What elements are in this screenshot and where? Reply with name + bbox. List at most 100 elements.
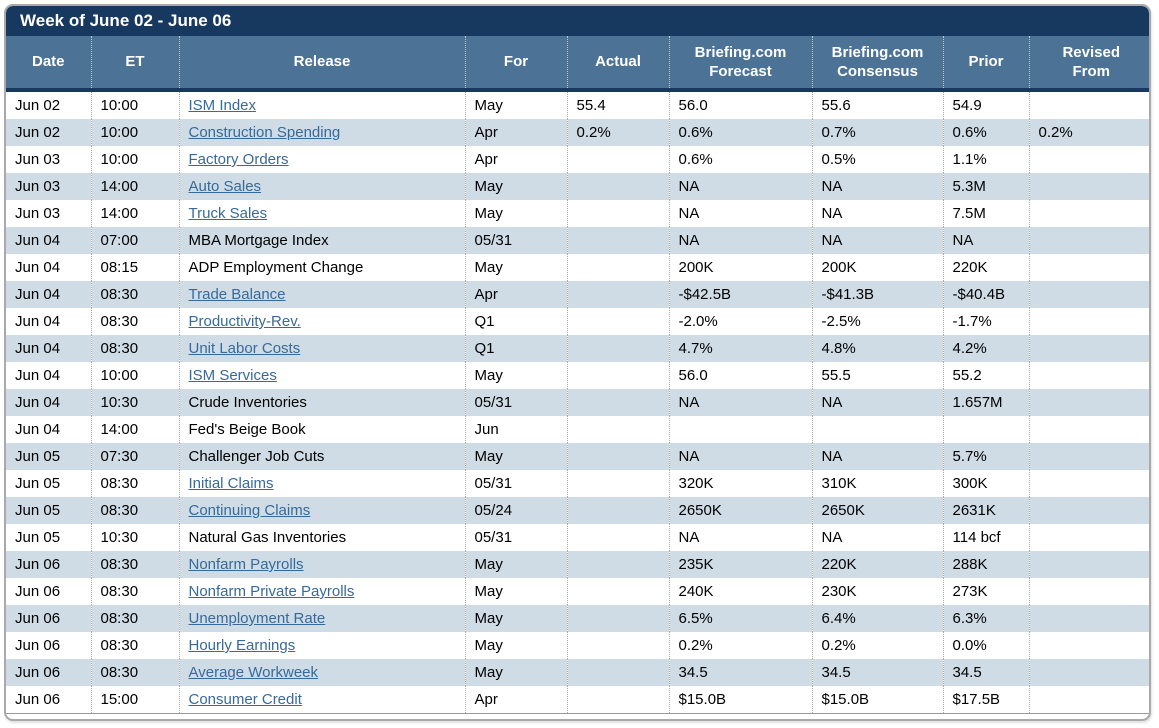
release-link[interactable]: Continuing Claims xyxy=(188,502,311,519)
cell-prior: 220K xyxy=(942,254,1029,281)
cell-revised-from xyxy=(1028,470,1149,497)
cell-revised-from: 0.2% xyxy=(1028,119,1149,146)
release-link[interactable]: ISM Index xyxy=(188,97,257,114)
cell-release: ADP Employment Change xyxy=(178,254,465,281)
cell-for: May xyxy=(464,90,567,119)
cell-prior: NA xyxy=(942,227,1029,254)
release-link[interactable]: Hourly Earnings xyxy=(188,637,296,654)
table-row: Jun 05 07:30 Challenger Job Cuts May NA NA 5.7… xyxy=(6,443,1149,470)
cell-release: Consumer Credit xyxy=(178,686,465,714)
cell-date: Jun 06 xyxy=(15,556,61,573)
release-link[interactable]: Unit Labor Costs xyxy=(188,340,301,357)
cell-date: Jun 05 xyxy=(15,529,61,546)
column-header-briefing-com-forecast: Briefing.com Forecast xyxy=(668,36,812,92)
cell-actual xyxy=(566,551,669,578)
cell-briefing-forecast: 320K xyxy=(668,470,812,497)
cell-prior: 300K xyxy=(942,470,1029,497)
release-link[interactable]: Construction Spending xyxy=(188,124,341,141)
cell-briefing-consensus: $15.0B xyxy=(811,686,943,714)
cell-et: 10:00 xyxy=(90,146,179,173)
column-header-for: For xyxy=(464,36,567,92)
cell-actual xyxy=(566,497,669,524)
cell-revised-from xyxy=(1028,497,1149,524)
cell-briefing-consensus: -$41.3B xyxy=(811,281,943,308)
cell-actual xyxy=(566,335,669,362)
cell-briefing-forecast: -$42.5B xyxy=(668,281,812,308)
cell-date: Jun 05 xyxy=(15,502,61,519)
cell-for: 05/31 xyxy=(464,227,567,254)
cell-et: 10:00 xyxy=(90,90,179,119)
cell-briefing-forecast: NA xyxy=(668,173,812,200)
release-link[interactable]: ISM Services xyxy=(188,367,277,384)
cell-revised-from xyxy=(1028,335,1149,362)
table-row: Jun 05 08:30 Initial Claims 05/31 320K 310K 30… xyxy=(6,470,1149,497)
table-row: Jun 06 08:30 Hourly Earnings May 0.2% 0.2% 0.0… xyxy=(6,632,1149,659)
release-link[interactable]: Auto Sales xyxy=(188,178,262,195)
cell-prior: 288K xyxy=(942,551,1029,578)
cell-briefing-forecast: 235K xyxy=(668,551,812,578)
cell-release: Productivity-Rev. xyxy=(178,308,465,335)
cell-actual xyxy=(566,443,669,470)
column-header-actual: Actual xyxy=(566,36,669,92)
release-link[interactable]: Consumer Credit xyxy=(188,691,302,708)
release-link[interactable]: Unemployment Rate xyxy=(188,610,326,627)
cell-prior: 0.6% xyxy=(942,119,1029,146)
cell-actual xyxy=(566,281,669,308)
cell-release: Natural Gas Inventories xyxy=(178,524,465,551)
cell-actual xyxy=(566,524,669,551)
cell-release: Factory Orders xyxy=(178,146,465,173)
cell-briefing-consensus xyxy=(811,416,943,443)
cell-briefing-forecast: -2.0% xyxy=(668,308,812,335)
cell-for: Q1 xyxy=(464,335,567,362)
cell-prior: 2631K xyxy=(942,497,1029,524)
table-row: Jun 05 10:30 Natural Gas Inventories 05/31 N… xyxy=(6,524,1149,551)
cell-date: Jun 04 xyxy=(15,340,61,357)
cell-revised-from xyxy=(1028,173,1149,200)
cell-briefing-forecast xyxy=(668,416,812,443)
cell-date: Jun 03 xyxy=(15,178,61,195)
cell-revised-from xyxy=(1028,443,1149,470)
cell-prior: 1.657M xyxy=(942,389,1029,416)
cell-release: Unemployment Rate xyxy=(178,605,465,632)
cell-briefing-forecast: 2650K xyxy=(668,497,812,524)
cell-briefing-consensus: NA xyxy=(811,443,943,470)
release-link[interactable]: Average Workweek xyxy=(188,664,319,681)
cell-actual xyxy=(566,308,669,335)
cell-et: 14:00 xyxy=(90,173,179,200)
calendar-rows: Jun 02 10:00 ISM Index May 55.4 56.0 55.6 54.9 J… xyxy=(6,90,1149,714)
cell-briefing-consensus: 0.5% xyxy=(811,146,943,173)
cell-actual xyxy=(566,173,669,200)
release-link[interactable]: Factory Orders xyxy=(188,151,289,168)
release-link[interactable]: Initial Claims xyxy=(188,475,274,492)
cell-et: 08:30 xyxy=(90,308,179,335)
cell-prior: 5.7% xyxy=(942,443,1029,470)
header-row: Date ET Release For Actual Briefing.com Forec… xyxy=(6,36,1149,92)
cell-prior: 54.9 xyxy=(942,90,1029,119)
cell-et: 07:30 xyxy=(90,443,179,470)
cell-actual xyxy=(566,227,669,254)
cell-for: May xyxy=(464,200,567,227)
release-link[interactable]: Truck Sales xyxy=(188,205,268,222)
cell-briefing-forecast: 34.5 xyxy=(668,659,812,686)
cell-revised-from xyxy=(1028,227,1149,254)
cell-et: 10:30 xyxy=(90,389,179,416)
cell-release: Hourly Earnings xyxy=(178,632,465,659)
cell-release: ISM Services xyxy=(178,362,465,389)
table-row: Jun 04 10:00 ISM Services May 56.0 55.5 55.2 xyxy=(6,362,1149,389)
cell-date: Jun 03 xyxy=(15,205,61,222)
cell-for: 05/31 xyxy=(464,470,567,497)
cell-date: Jun 06 xyxy=(15,610,61,627)
cell-actual xyxy=(566,470,669,497)
cell-prior: -$40.4B xyxy=(942,281,1029,308)
cell-actual xyxy=(566,605,669,632)
release-link[interactable]: Trade Balance xyxy=(188,286,286,303)
cell-et: 08:30 xyxy=(90,497,179,524)
cell-prior: 273K xyxy=(942,578,1029,605)
release-link[interactable]: Productivity-Rev. xyxy=(188,313,301,330)
cell-revised-from xyxy=(1028,254,1149,281)
release-link[interactable]: Nonfarm Private Payrolls xyxy=(188,583,355,600)
cell-release: Nonfarm Payrolls xyxy=(178,551,465,578)
release-link[interactable]: Nonfarm Payrolls xyxy=(188,556,304,573)
cell-briefing-consensus: NA xyxy=(811,173,943,200)
cell-briefing-consensus: NA xyxy=(811,524,943,551)
